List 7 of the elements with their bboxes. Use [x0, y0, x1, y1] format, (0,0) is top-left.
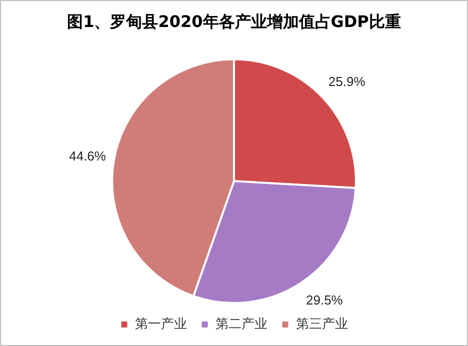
data-label: 25.9% [328, 74, 366, 89]
chart-title: 图1、罗甸县2020年各产业增加值占GDP比重 [67, 12, 401, 31]
legend-label: 第三产业 [296, 316, 348, 332]
legend-label: 第一产业 [134, 316, 187, 332]
legend-label: 第二产业 [215, 316, 268, 332]
data-label: 44.6% [69, 148, 106, 164]
data-label: 29.5% [306, 292, 344, 308]
